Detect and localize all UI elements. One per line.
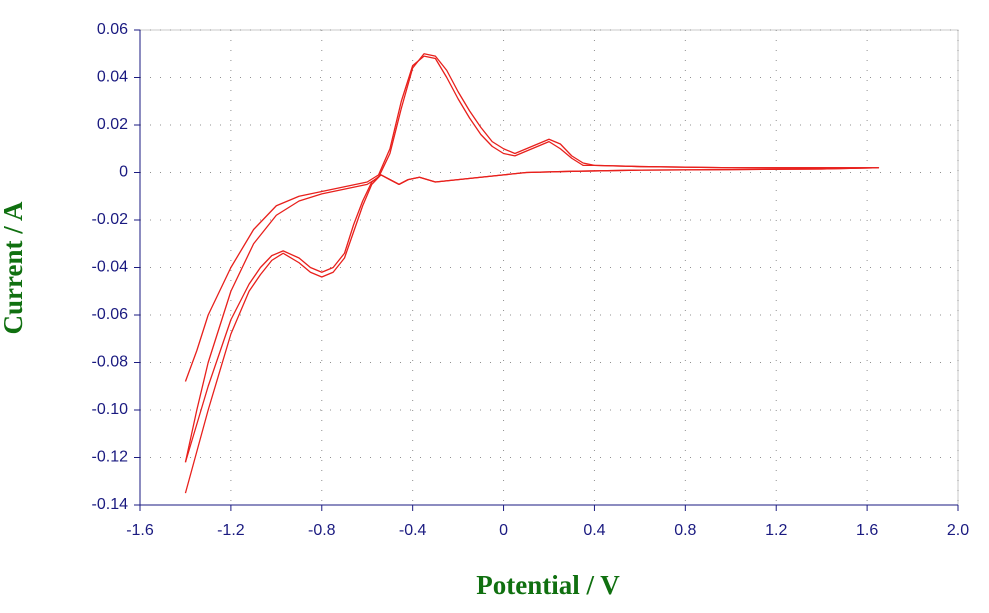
cv-curve [184, 55, 880, 463]
x-tick-label: -0.4 [399, 522, 427, 539]
y-tick-label: 0 [119, 164, 128, 181]
y-tick-label: -0.12 [92, 449, 129, 466]
x-tick-label: -1.6 [126, 522, 154, 539]
y-tick-label: -0.02 [92, 211, 129, 228]
x-tick-label: -0.8 [308, 522, 336, 539]
y-tick-label: 0.06 [97, 21, 128, 38]
x-tick-label: 1.2 [765, 522, 787, 539]
x-tick-label: 0 [499, 522, 508, 539]
y-tick-label: 0.02 [97, 116, 128, 133]
y-tick-label: -0.14 [92, 496, 129, 513]
x-tick-label: 0.8 [674, 522, 696, 539]
x-tick-label: 0.4 [583, 522, 605, 539]
cv-curve [184, 53, 880, 494]
x-axis-label: Potential / V [476, 570, 620, 600]
x-tick-label: 2.0 [947, 522, 969, 539]
plot-frame [139, 29, 959, 506]
y-tick-label: -0.04 [92, 259, 129, 276]
y-tick-label: -0.06 [92, 306, 129, 323]
y-tick-label: -0.08 [92, 354, 129, 371]
x-tick-label: -1.2 [217, 522, 245, 539]
y-axis-label: Current / A [0, 201, 28, 334]
y-tick-label: 0.04 [97, 69, 128, 86]
x-tick-label: 1.6 [856, 522, 878, 539]
y-tick-label: -0.10 [92, 401, 129, 418]
